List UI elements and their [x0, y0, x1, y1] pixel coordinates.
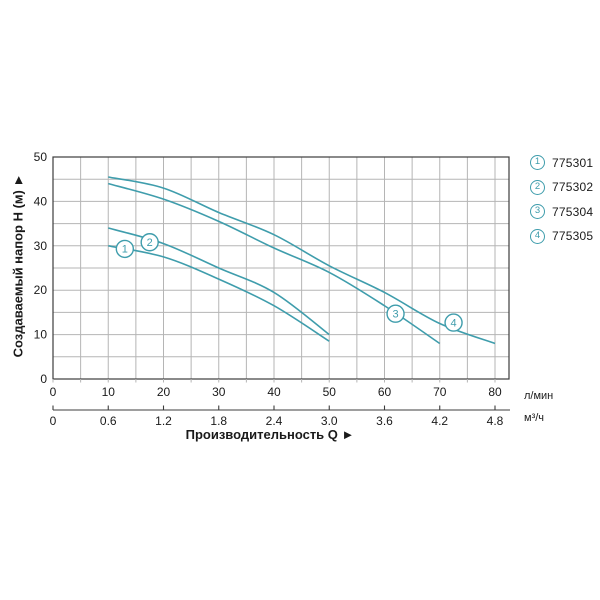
curve-label-circle-1 [115, 239, 135, 259]
x-tick-label-m3h: 4.8 [487, 414, 504, 428]
curve-label-circle-3 [386, 304, 405, 323]
legend-circle-3: 3 [530, 204, 545, 219]
y-tick-label: 30 [34, 239, 48, 253]
x-tick-label-lmin: 60 [378, 385, 392, 399]
x-tick-label-lmin: 50 [323, 385, 337, 399]
legend-item-775304: 3 775304 [530, 204, 593, 219]
x-tick-label-m3h: 2.4 [266, 414, 283, 428]
curve-label-number-1: 1 [122, 244, 128, 256]
x-tick-label-m3h: 1.8 [210, 414, 227, 428]
x-tick-label-m3h: 1.2 [155, 414, 172, 428]
x-tick-label-m3h: 3.6 [376, 414, 393, 428]
y-tick-label: 20 [34, 283, 48, 297]
x-tick-label-m3h: 0 [50, 414, 57, 428]
x-tick-label-m3h: 3.0 [321, 414, 338, 428]
legend-circle-4: 4 [530, 228, 545, 244]
x-tick-label-lmin: 10 [102, 385, 116, 399]
plot-area: 0 10 20 30 40 50 0 10 20 30 40 50 60 70 80 0 0.6 1.2 1.8 2.… [34, 150, 510, 428]
x-tick-label-lmin: 40 [267, 385, 281, 399]
y-tick-label: 50 [34, 150, 48, 164]
curve-label-circle-4 [444, 313, 463, 332]
curve-label-circle-2 [140, 233, 159, 252]
y-tick-label: 10 [34, 328, 48, 342]
curve-label-number-3: 3 [392, 309, 398, 321]
curve-label-number-2: 2 [147, 237, 153, 249]
x-unit-label-m3h: м³/ч [524, 412, 545, 424]
curve-label-number-4: 4 [451, 317, 457, 329]
legend-code-775304: 775304 [552, 204, 594, 219]
x-tick-label-m3h: 0.6 [100, 414, 117, 428]
legend-item-775305: 4 775305 [530, 228, 594, 244]
legend-item-775301: 1 775301 [530, 155, 593, 170]
legend-circle-1: 1 [530, 155, 545, 170]
curve-775305 [108, 176, 496, 345]
x-tick-label-lmin: 0 [50, 385, 57, 399]
legend-code-775301: 775301 [552, 155, 594, 170]
y-axis-title: Создаваемый напор H (м) ► [10, 173, 26, 358]
legend-circle-2: 2 [530, 179, 545, 195]
legend-code-775302: 775302 [552, 180, 594, 194]
x-tick-label-m3h: 4.2 [431, 414, 448, 428]
x-tick-label-lmin: 20 [157, 385, 171, 399]
curve-775301 [108, 245, 330, 342]
legend-code-775305: 775305 [552, 229, 594, 243]
y-tick-label: 0 [40, 372, 47, 386]
x-tick-label-lmin: 30 [212, 385, 226, 399]
legend: 1 775301 2 775302 3 775304 4 775305 [530, 155, 593, 244]
curve-775304 [108, 182, 441, 345]
x-axis-title: Производительность Q ► [185, 427, 355, 442]
x-unit-label-lmin: л/мин [524, 390, 554, 402]
x-tick-label-lmin: 80 [488, 385, 502, 399]
x-tick-label-lmin: 70 [433, 385, 447, 399]
plot-border [52, 156, 510, 380]
legend-item-775302: 2 775302 [530, 179, 594, 195]
y-tick-label: 40 [34, 194, 48, 208]
